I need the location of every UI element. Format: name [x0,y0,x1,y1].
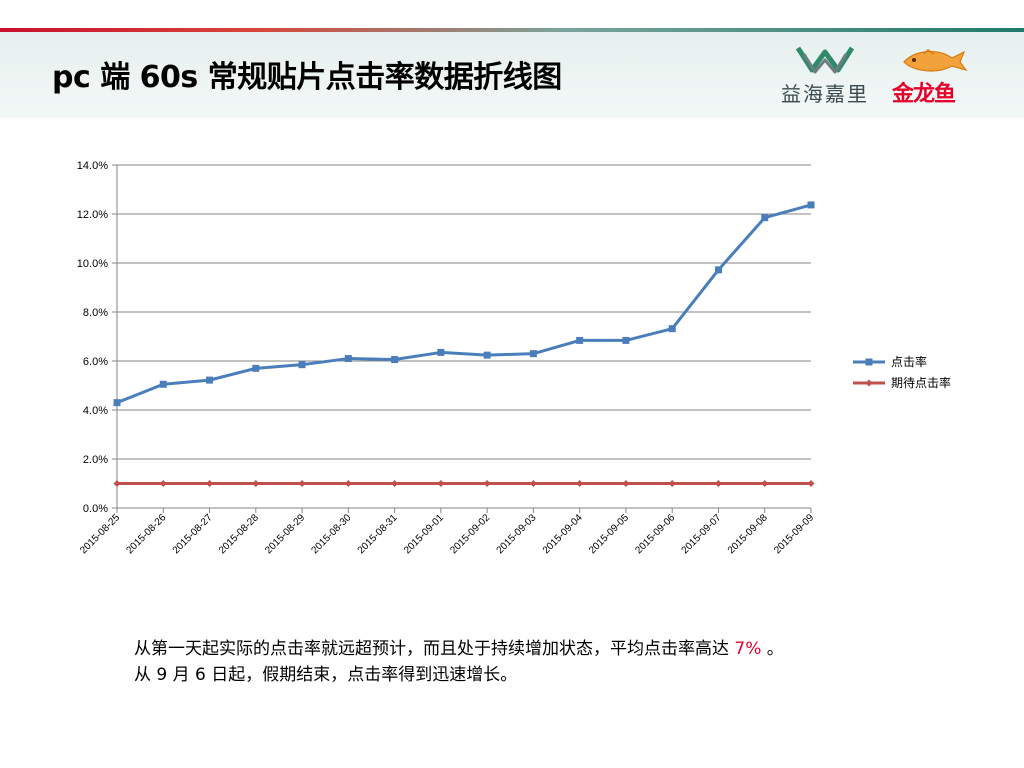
data-point [761,480,769,487]
data-point [576,336,584,344]
data-point [113,399,121,407]
jly-logo-text: 金龙鱼 [892,82,956,107]
data-point [206,480,214,487]
x-tick-labels: 2015-08-25 2015-08-26 2015-08-27 2015-08-28… [78,512,816,556]
top-accent-stripe [0,28,1024,32]
data-point [344,355,352,363]
caption-line-1-end: 。 [761,639,784,659]
legend-marker [865,358,873,366]
y-tick-label: 4.0% [83,405,108,417]
data-point [529,480,537,487]
data-point [807,480,815,487]
legend-label-0: 点击率 [891,354,927,369]
average-ctr-highlight: 7% [734,639,762,659]
jly-logo: 金龙鱼 [890,46,980,108]
data-point [252,480,260,487]
data-point [298,361,306,369]
y-tick-label: 8.0% [83,307,108,319]
x-tick-label: 2015-08-27 [171,512,215,556]
x-tick-label: 2015-09-01 [402,512,446,556]
data-point [668,480,676,487]
data-point [807,201,815,209]
series-line-0 [116,203,812,405]
x-tick-label: 2015-08-28 [217,512,261,556]
data-point [437,348,445,356]
data-point [437,480,445,487]
page-title: pc 端 60s 常规贴片点击率数据折线图 [52,60,562,95]
data-point [391,480,399,487]
chart-series [113,201,815,487]
x-tick-label: 2015-09-07 [680,512,724,556]
yhjl-logo-mark-icon [795,46,855,74]
caption-line-1-text: 从第一天起实际的点击率就远超预计，而且处于持续增加状态，平均点击率高达 [134,639,735,659]
data-point [622,480,630,487]
legend-label-1: 期待点击率 [891,375,951,390]
y-tick-label: 2.0% [83,454,108,466]
data-point [159,480,167,487]
data-point [622,336,630,344]
data-point [344,480,352,487]
golden-fish-icon [903,49,968,72]
legend-marker [865,379,873,387]
data-point [483,351,491,359]
y-tick-labels: 0.0% 2.0% 4.0% 6.0% 8.0% 10.0% 12.0% 14.0% [77,160,108,515]
data-point [206,376,214,384]
x-tick-label: 2015-08-31 [356,512,400,556]
y-tick-label: 10.0% [77,258,108,270]
x-tick-label: 2015-09-09 [772,512,816,556]
x-tick-label: 2015-09-03 [495,512,539,556]
data-point [761,214,769,222]
x-tick-label: 2015-09-06 [633,512,677,556]
data-point [714,266,722,274]
line-chart: 0.0% 2.0% 4.0% 6.0% 8.0% 10.0% 12.0% 14.0% 2015… [77,160,951,556]
y-tick-label: 6.0% [83,356,108,368]
x-tick-label: 2015-08-25 [78,512,122,556]
caption-line-2: 从 9 月 6 日起，假期结束，点击率得到迅速增长。 [134,665,518,685]
x-tick-label: 2015-09-08 [726,512,770,556]
data-point [113,480,121,487]
data-point [159,380,167,388]
data-point [576,480,584,487]
yhjl-logo: 益海嘉里 [770,44,880,106]
x-tick-label: 2015-09-04 [541,512,585,556]
header-band [0,32,1024,118]
y-tick-label: 14.0% [77,160,108,172]
x-tick-label: 2015-08-26 [124,512,168,556]
x-tick-label: 2015-08-30 [310,512,354,556]
chart-grid [117,164,811,509]
data-point [391,356,399,364]
x-tick-label: 2015-09-05 [587,512,631,556]
caption-line-1: 从第一天起实际的点击率就远超预计，而且处于持续增加状态，平均点击率高达 7% 。 [134,636,784,662]
data-point [529,350,537,358]
data-point [298,480,306,487]
data-point [714,480,722,487]
data-point [483,480,491,487]
chart-caption: 从第一天起实际的点击率就远超预计，而且处于持续增加状态，平均点击率高达 7% 。… [134,636,784,688]
data-point [668,325,676,333]
x-tick-label: 2015-09-02 [448,512,492,556]
y-tick-label: 12.0% [77,209,108,221]
chart-axes [112,164,812,513]
yhjl-logo-text: 益海嘉里 [781,82,869,106]
x-tick-label: 2015-08-29 [263,512,307,556]
y-tick-label: 0.0% [83,503,108,515]
data-point [252,364,260,372]
